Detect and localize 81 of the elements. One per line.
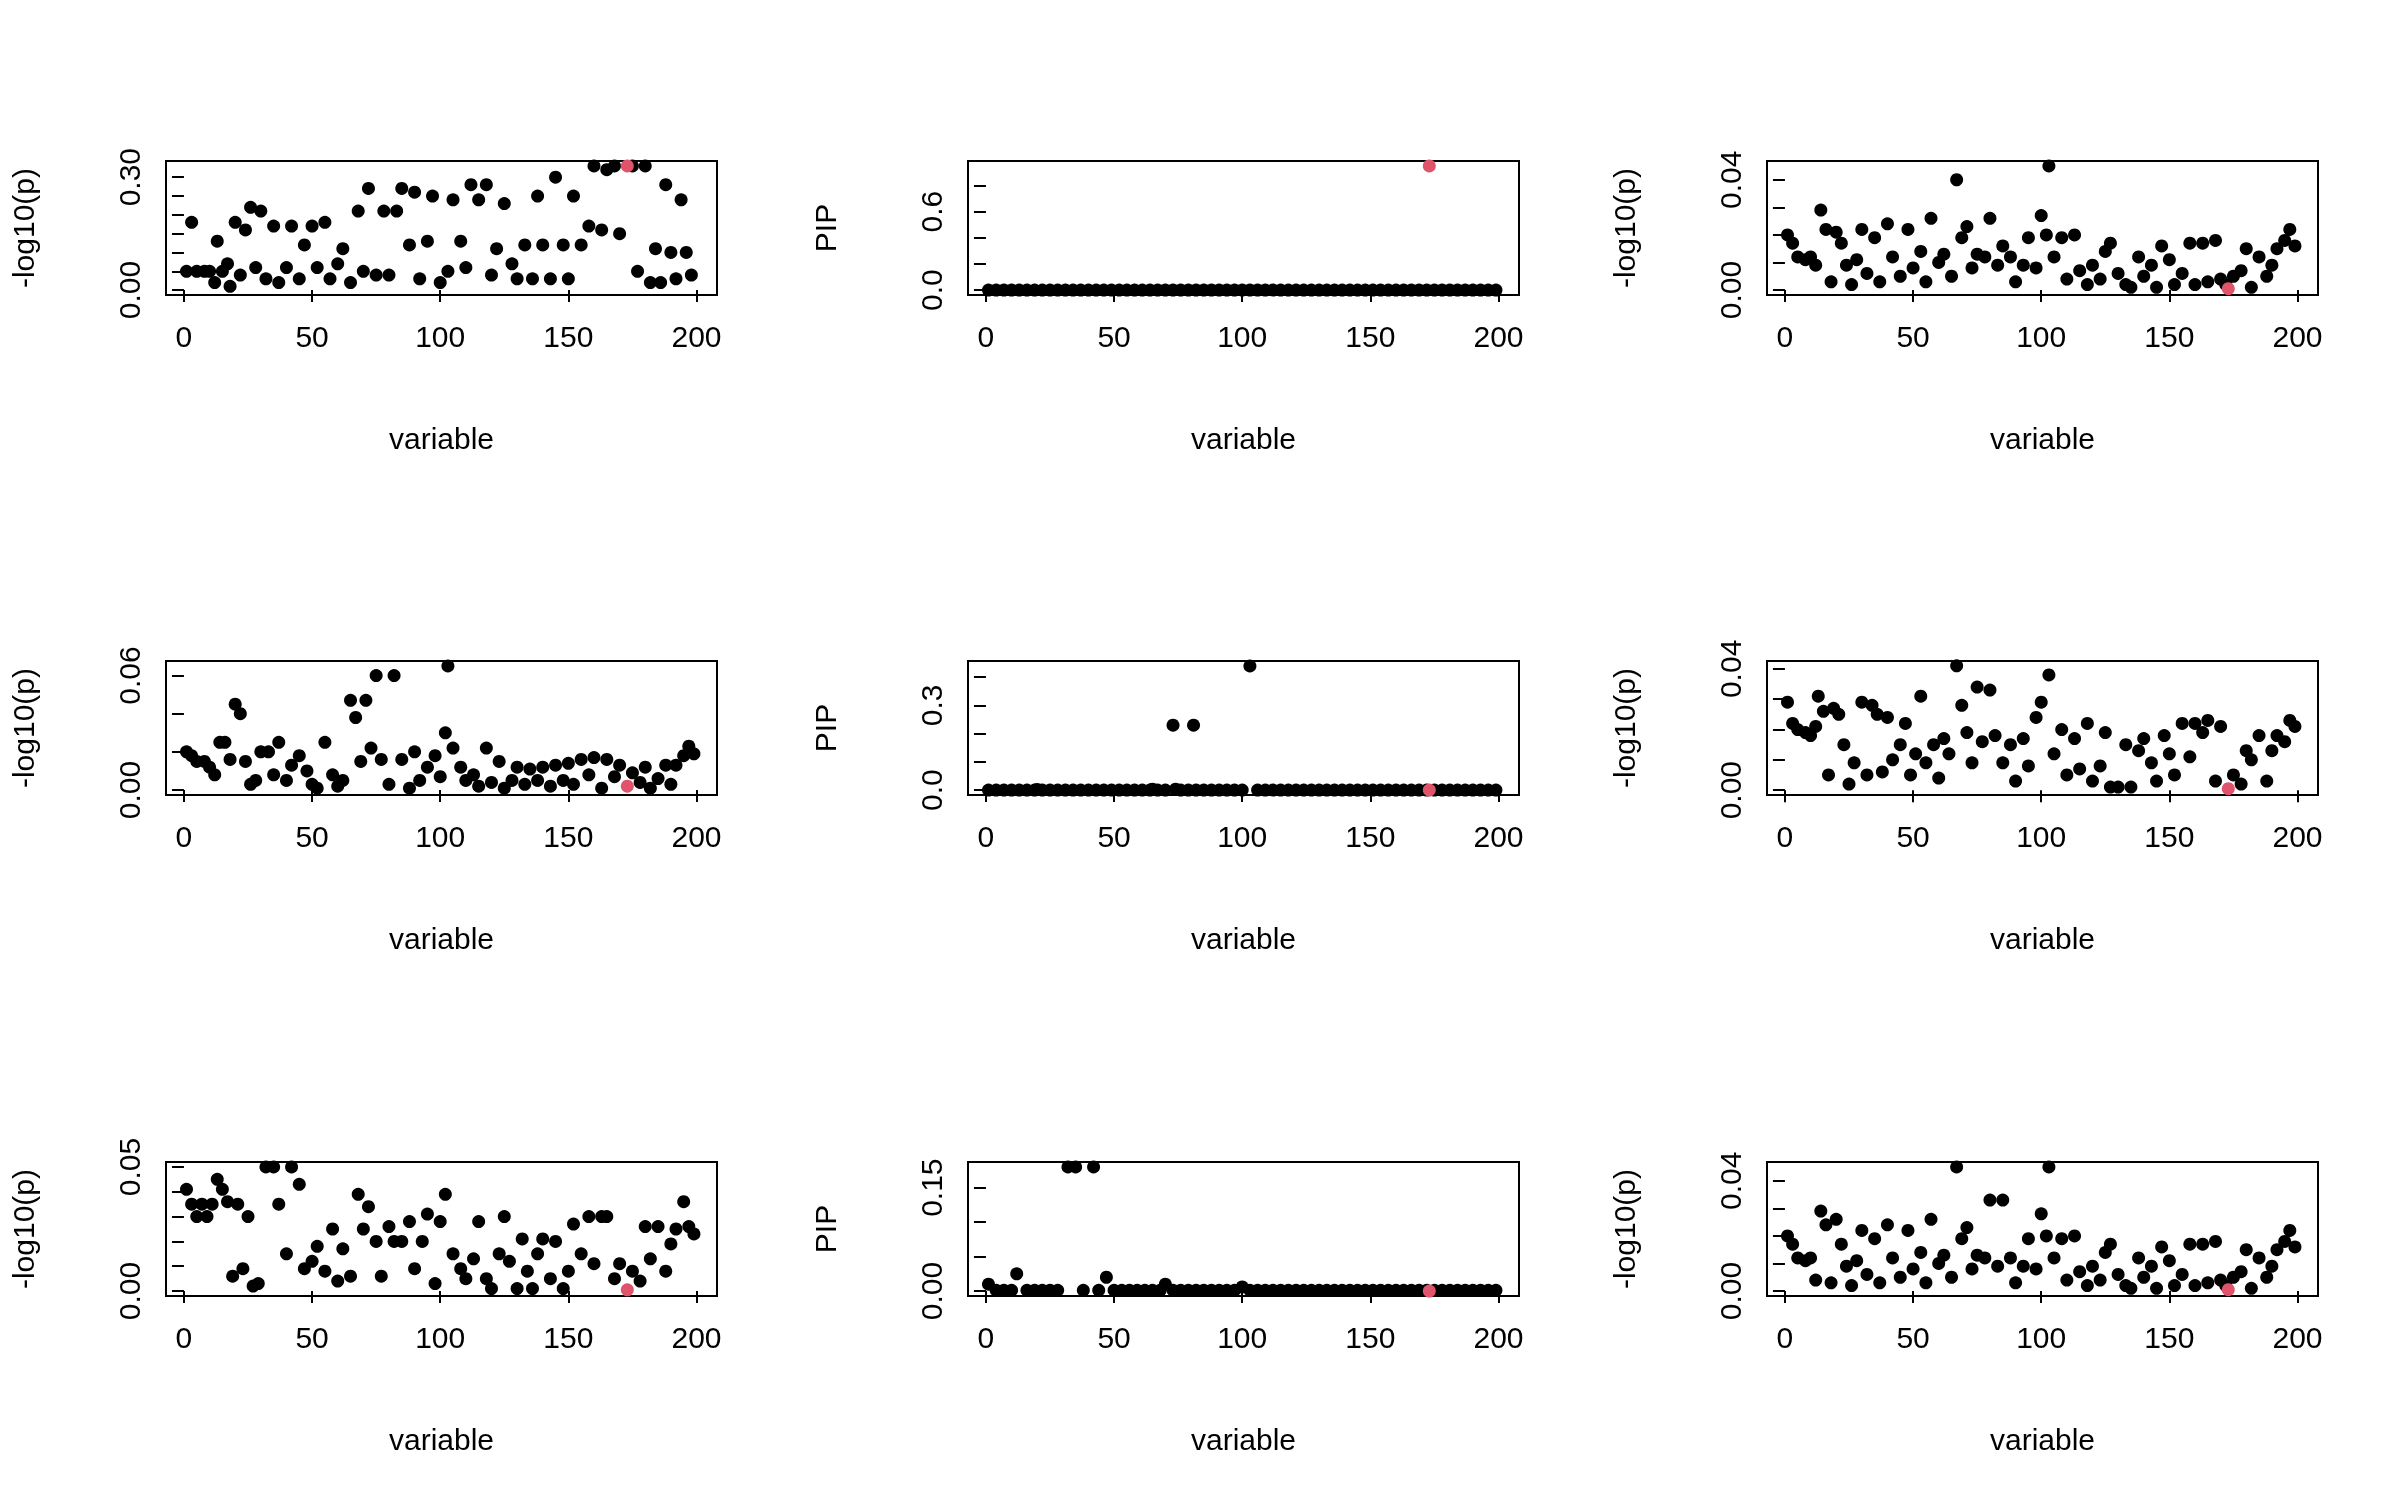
y-axis-title: -log10(p) (6, 667, 40, 789)
x-tick-label: 100 (415, 819, 466, 853)
y-tick-label: 0.04 (1713, 1151, 1747, 1210)
y-tick-label: 0.00 (1713, 760, 1747, 820)
x-tick-label: 150 (543, 1320, 594, 1354)
x-tick-label: 200 (671, 819, 722, 853)
x-axis-title: variable (1989, 421, 2096, 455)
x-tick-label: 50 (1097, 319, 1131, 353)
x-tick-label: 150 (1345, 319, 1396, 353)
y-tick-label: 0.15 (914, 1158, 948, 1217)
x-tick-label: 150 (543, 819, 594, 853)
y-axis-title: -log10(p) (6, 167, 40, 289)
x-tick-label: 200 (671, 1320, 722, 1354)
x-tick-label: 100 (2016, 1320, 2067, 1354)
x-tick-label: 0 (977, 819, 995, 853)
y-tick-label: 0.00 (1713, 260, 1747, 320)
x-tick-label: 50 (1896, 319, 1930, 353)
x-tick-label: 150 (2144, 1320, 2195, 1354)
x-tick-label: 0 (1776, 319, 1794, 353)
x-tick-label: 50 (1896, 1320, 1930, 1354)
x-tick-label: 0 (175, 1320, 193, 1354)
x-tick-label: 0 (175, 819, 193, 853)
x-tick-label: 100 (415, 1320, 466, 1354)
x-tick-label: 100 (2016, 319, 2067, 353)
x-axis-title: variable (388, 921, 495, 955)
x-tick-label: 200 (671, 319, 722, 353)
x-tick-label: 0 (977, 319, 995, 353)
x-tick-label: 100 (1217, 819, 1268, 853)
y-tick-label: 0.30 (112, 147, 146, 207)
x-tick-label: 50 (295, 1320, 329, 1354)
x-tick-label: 200 (2272, 319, 2323, 353)
x-tick-label: 0 (175, 319, 193, 353)
x-tick-label: 200 (1473, 819, 1524, 853)
x-axis-title: variable (388, 421, 495, 455)
x-tick-label: 100 (415, 319, 466, 353)
y-axis-title: PIP (808, 1204, 842, 1254)
y-axis-title: -log10(p) (1607, 667, 1641, 789)
x-axis-title: variable (1190, 1422, 1297, 1456)
y-tick-label: 0.00 (914, 1261, 948, 1321)
x-tick-label: 150 (1345, 819, 1396, 853)
y-tick-label: 0.00 (112, 1261, 146, 1321)
x-axis-title: variable (1989, 1422, 2096, 1456)
x-tick-label: 50 (295, 319, 329, 353)
x-axis-title: variable (388, 1422, 495, 1456)
x-tick-label: 0 (977, 1320, 995, 1354)
y-tick-label: 0.00 (1713, 1261, 1747, 1321)
x-tick-label: 200 (2272, 1320, 2323, 1354)
x-tick-label: 50 (1896, 819, 1930, 853)
y-tick-label: 0.05 (112, 1137, 146, 1197)
x-tick-label: 50 (295, 819, 329, 853)
x-tick-label: 150 (1345, 1320, 1396, 1354)
x-axis-title: variable (1190, 921, 1297, 955)
x-tick-label: 100 (1217, 1320, 1268, 1354)
x-tick-label: 0 (1776, 1320, 1794, 1354)
x-tick-label: 100 (2016, 819, 2067, 853)
x-axis-title: variable (1989, 921, 2096, 955)
y-tick-label: 0.6 (914, 190, 948, 233)
x-tick-label: 200 (1473, 319, 1524, 353)
x-tick-label: 0 (1776, 819, 1794, 853)
y-tick-label: 0.0 (914, 269, 948, 311)
y-tick-label: 0.00 (112, 260, 146, 320)
y-tick-label: 0.00 (112, 760, 146, 820)
y-axis-title: -log10(p) (1607, 1168, 1641, 1290)
y-tick-label: 0.0 (914, 769, 948, 811)
y-axis-title: -log10(p) (6, 1168, 40, 1290)
y-tick-label: 0.04 (1713, 150, 1747, 209)
y-axis-title: PIP (808, 203, 842, 253)
x-tick-label: 150 (2144, 319, 2195, 353)
x-tick-label: 50 (1097, 819, 1131, 853)
x-tick-label: 50 (1097, 1320, 1131, 1354)
x-tick-label: 150 (2144, 819, 2195, 853)
y-axis-title: PIP (808, 703, 842, 753)
x-axis-title: variable (1190, 421, 1297, 455)
x-tick-label: 100 (1217, 319, 1268, 353)
y-tick-label: 0.04 (1713, 639, 1747, 699)
y-tick-label: 0.06 (112, 646, 146, 705)
y-tick-label: 0.3 (914, 684, 948, 727)
y-axis-title: -log10(p) (1607, 167, 1641, 289)
x-tick-label: 200 (2272, 819, 2323, 853)
x-tick-label: 150 (543, 319, 594, 353)
x-tick-label: 200 (1473, 1320, 1524, 1354)
